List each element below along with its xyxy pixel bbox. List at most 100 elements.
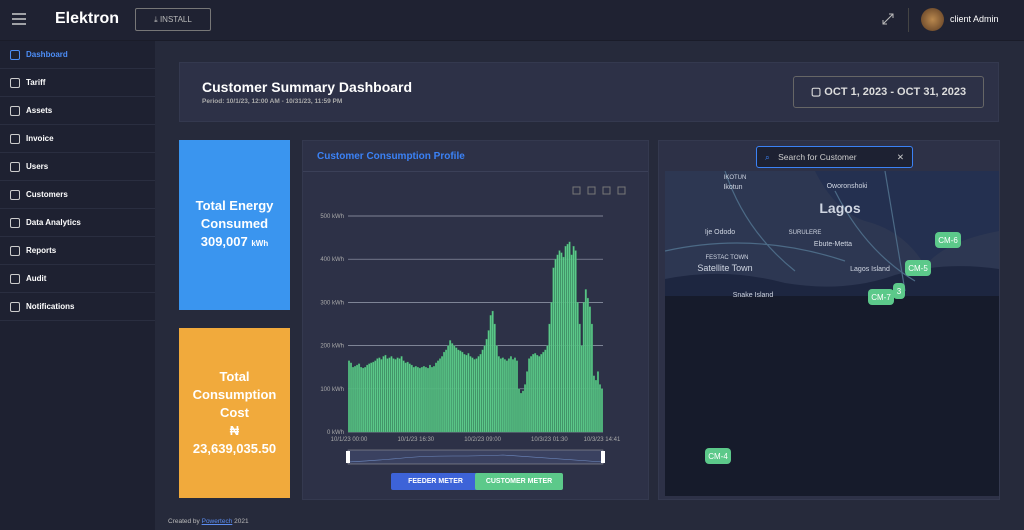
- bar: [459, 350, 462, 433]
- bar: [582, 302, 585, 433]
- menu-item[interactable]: Audit: [0, 265, 155, 293]
- bar: [566, 243, 569, 433]
- brand: Elektron: [55, 10, 120, 27]
- bar: [445, 349, 448, 433]
- bar: [576, 302, 579, 433]
- summary-title: Customer Summary Dashboard: [202, 79, 413, 95]
- bar: [398, 358, 401, 433]
- sidebar: Dashboard Tariff Assets Invoice Users Custome…: [0, 41, 155, 530]
- menu-label: Notifications: [26, 302, 75, 311]
- bar: [431, 367, 433, 433]
- bar: [524, 384, 527, 433]
- bar: [522, 390, 525, 433]
- bar: [552, 267, 555, 433]
- bar: [530, 356, 533, 433]
- menu-item[interactable]: Notifications: [0, 293, 155, 321]
- bar: [542, 351, 545, 433]
- place-label: Ikotun: [723, 184, 742, 191]
- bar: [465, 354, 468, 433]
- bar: [511, 359, 514, 433]
- energy-unit: kWh: [251, 239, 269, 248]
- date-range-picker[interactable]: ▢ OCT 1, 2023 - OCT 31, 2023: [793, 76, 984, 108]
- feeder-meter-button[interactable]: FEEDER METER: [391, 473, 480, 490]
- bar: [554, 259, 557, 433]
- menu-icon: [10, 161, 20, 172]
- toolbox-icon: [617, 186, 626, 195]
- bar: [350, 362, 352, 433]
- search-box[interactable]: ⌕ Search for Customer ✕: [756, 146, 913, 168]
- customer-marker: [905, 260, 931, 276]
- bar: [414, 366, 417, 433]
- bar: [487, 330, 490, 433]
- energy-value-row: 309,007 kWh: [201, 233, 269, 253]
- footer-company[interactable]: Powertech: [201, 518, 233, 525]
- bar: [451, 343, 454, 433]
- menu-item[interactable]: Assets: [0, 97, 155, 125]
- fullscreen-icon[interactable]: [882, 13, 894, 25]
- bar: [479, 354, 482, 433]
- avatar[interactable]: [921, 8, 944, 31]
- bar: [568, 241, 571, 433]
- cost-card: Total Consumption Cost ₦ 23,639,035.50: [179, 328, 290, 498]
- menu-item[interactable]: Users: [0, 153, 155, 181]
- menu-icon: [10, 217, 20, 228]
- bar: [420, 367, 423, 433]
- customer-marker: [893, 283, 905, 299]
- bar: [435, 362, 437, 433]
- menu-icon[interactable]: [12, 13, 26, 25]
- bar: [540, 354, 543, 433]
- y-tick-label: 300 kWh: [320, 300, 344, 306]
- place-label: Lagos: [819, 200, 860, 216]
- map-panel: Lagos IKOTUN Ikotun Oworonshoki Ije Ododo SUR…: [658, 140, 1000, 500]
- bar: [368, 363, 371, 433]
- bar: [503, 359, 506, 433]
- menu-item[interactable]: Invoice: [0, 125, 155, 153]
- footer-year: 2021: [234, 518, 249, 525]
- marker-label: CM-6: [938, 236, 958, 245]
- menu-icon: [10, 273, 20, 284]
- bar: [548, 323, 551, 433]
- bar: [564, 246, 567, 433]
- install-button[interactable]: ⤓ INSTALL: [135, 8, 211, 31]
- menu-label: Tariff: [26, 78, 46, 87]
- bar: [400, 356, 403, 433]
- bar: [390, 356, 393, 433]
- bar: [402, 360, 405, 433]
- menu-icon: [10, 49, 20, 60]
- bar: [572, 246, 575, 433]
- bar: [378, 357, 381, 433]
- bar: [453, 345, 456, 433]
- bar: [489, 315, 492, 433]
- bar: [592, 375, 595, 433]
- bar: [475, 358, 478, 433]
- menu-item[interactable]: Data Analytics: [0, 209, 155, 237]
- bar: [471, 357, 474, 433]
- menu-item[interactable]: Reports: [0, 237, 155, 265]
- menu-item[interactable]: Tariff: [0, 69, 155, 97]
- x-tick-label: 10/2/23 09:00: [464, 437, 501, 443]
- divider: [303, 171, 648, 172]
- bar: [429, 364, 431, 433]
- cost-label: Total Consumption Cost: [192, 369, 277, 420]
- bar: [386, 358, 389, 433]
- bar: [433, 366, 435, 433]
- zoom-handle: [601, 451, 605, 463]
- bar: [544, 349, 547, 433]
- menu-label: Users: [26, 162, 49, 171]
- menu-item[interactable]: Dashboard: [0, 41, 155, 69]
- customer-meter-button[interactable]: CUSTOMER METER: [475, 473, 563, 490]
- bar: [354, 366, 357, 433]
- bar: [574, 250, 577, 433]
- bar: [556, 254, 559, 433]
- bar: [546, 345, 549, 433]
- menu-item[interactable]: Customers: [0, 181, 155, 209]
- x-tick-label: 10/3/23 01:30: [531, 437, 568, 443]
- summary-panel: Customer Summary Dashboard Period: 10/1/…: [179, 62, 999, 122]
- marker-label: 3: [897, 287, 902, 296]
- customer-marker: [868, 289, 894, 305]
- place-label: Oworonshoki: [827, 183, 868, 190]
- place-label: Snake Island: [733, 292, 774, 299]
- bar: [366, 364, 369, 433]
- divider: [908, 8, 909, 32]
